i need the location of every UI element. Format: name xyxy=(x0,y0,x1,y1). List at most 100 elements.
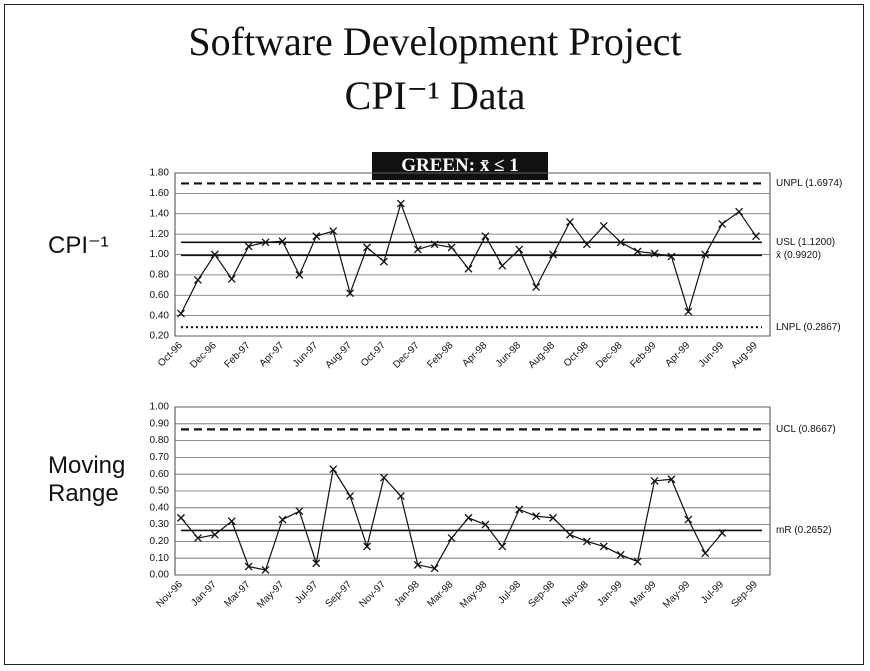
x-tick-label: Jun-97 xyxy=(291,340,321,370)
y-tick-label: 0.00 xyxy=(150,570,170,581)
point-marker xyxy=(498,261,507,270)
x-tick-label: Dec-96 xyxy=(188,340,219,371)
y-tick-label: 1.20 xyxy=(150,229,170,240)
y-tick-label: 0.70 xyxy=(150,452,170,463)
point-marker xyxy=(413,560,422,569)
x-tick-label: Jan-99 xyxy=(595,579,625,609)
point-marker xyxy=(396,199,405,208)
point-marker xyxy=(599,542,608,551)
point-marker xyxy=(667,252,676,261)
x-tick-label: Feb-98 xyxy=(425,340,455,370)
point-marker xyxy=(718,219,727,228)
point-marker xyxy=(549,513,558,522)
y-tick-label: 1.60 xyxy=(150,188,170,199)
x-tick-label: Sep-98 xyxy=(526,579,557,610)
reference-label: UNPL (1.6974) xyxy=(776,178,842,189)
x-tick-label: Aug-98 xyxy=(526,340,557,371)
reference-label: UCL (0.8667) xyxy=(776,424,836,435)
point-marker xyxy=(329,465,338,474)
point-marker xyxy=(312,232,321,241)
point-marker xyxy=(379,257,388,266)
point-marker xyxy=(498,542,507,551)
x-tick-label: Nov-96 xyxy=(154,579,185,610)
point-marker xyxy=(447,534,456,542)
point-marker xyxy=(650,476,659,485)
y-tick-label: 0.80 xyxy=(150,435,170,446)
x-tick-label: Jul-98 xyxy=(496,579,523,606)
x-tick-label: Jul-99 xyxy=(699,579,726,606)
x-tick-label: Dec-97 xyxy=(391,340,422,371)
x-tick-label: Mar-99 xyxy=(628,579,658,609)
reference-label: x̄ (0.9920) xyxy=(776,250,821,261)
point-marker xyxy=(566,217,574,226)
badge: GREEN: x̄ ≤ 1 xyxy=(372,152,548,180)
y-tick-label: 0.90 xyxy=(150,418,170,429)
y-label: Moving Range xyxy=(48,452,126,507)
point-marker xyxy=(346,492,355,500)
y-tick-label: 0.20 xyxy=(150,536,170,547)
point-marker xyxy=(701,250,710,259)
x-tick-label: Nov-97 xyxy=(357,579,388,610)
y-tick-label: 1.00 xyxy=(150,402,170,413)
x-tick-label: Mar-97 xyxy=(222,579,252,609)
point-marker xyxy=(177,309,185,318)
y-label: CPI⁻¹ xyxy=(48,232,109,259)
x-tick-label: May-98 xyxy=(458,579,490,611)
point-marker xyxy=(430,564,439,573)
x-tick-label: Apr-98 xyxy=(460,340,489,369)
point-marker xyxy=(363,542,371,551)
x-tick-label: May-99 xyxy=(661,579,693,611)
point-marker xyxy=(752,232,760,241)
point-marker xyxy=(701,549,710,558)
point-marker xyxy=(193,534,202,542)
slide xyxy=(4,4,864,665)
x-tick-label: Oct-98 xyxy=(562,340,591,369)
point-marker xyxy=(278,515,287,524)
point-marker xyxy=(363,243,371,252)
point-marker xyxy=(244,242,253,251)
y-tick-label: 0.80 xyxy=(150,270,170,281)
point-marker xyxy=(515,505,524,514)
x-tick-label: Feb-99 xyxy=(628,340,658,370)
x-tick-label: Sep-97 xyxy=(324,579,355,610)
point-marker xyxy=(295,270,304,279)
point-marker xyxy=(582,240,591,249)
point-marker xyxy=(227,274,236,283)
point-marker xyxy=(261,566,270,574)
point-marker xyxy=(481,520,490,529)
point-marker xyxy=(278,237,287,246)
point-marker xyxy=(177,513,185,522)
point-marker xyxy=(566,530,574,539)
point-marker xyxy=(684,515,693,524)
x-tick-label: Nov-98 xyxy=(560,579,591,610)
point-marker xyxy=(684,307,693,316)
point-marker xyxy=(735,207,744,216)
y-tick-label: 0.10 xyxy=(150,553,170,564)
y-tick-label: 0.40 xyxy=(150,310,170,321)
x-tick-label: Apr-99 xyxy=(663,340,692,369)
point-marker xyxy=(210,530,219,539)
point-marker xyxy=(633,247,642,256)
point-marker xyxy=(667,475,676,484)
point-marker xyxy=(329,227,338,236)
x-tick-label: Oct-97 xyxy=(359,340,388,369)
point-marker xyxy=(464,513,473,522)
x-tick-label: Feb-97 xyxy=(222,340,252,370)
point-marker xyxy=(549,250,558,259)
point-marker xyxy=(718,529,727,537)
point-marker xyxy=(346,289,355,298)
x-tick-label: Sep-99 xyxy=(729,579,760,610)
title: Software Development Project xyxy=(188,19,682,64)
reference-label: mR (0.2652) xyxy=(776,525,832,536)
point-marker xyxy=(430,240,439,249)
x-tick-label: Apr-97 xyxy=(257,340,286,369)
point-marker xyxy=(616,238,625,247)
point-marker xyxy=(464,264,473,273)
y-tick-label: 0.40 xyxy=(150,502,170,513)
y-tick-label: 0.30 xyxy=(150,519,170,530)
x-tick-label: Jun-99 xyxy=(697,340,727,370)
point-marker xyxy=(396,492,405,500)
y-tick-label: 1.40 xyxy=(150,208,170,219)
reference-label: LNPL (0.2867) xyxy=(776,322,841,333)
